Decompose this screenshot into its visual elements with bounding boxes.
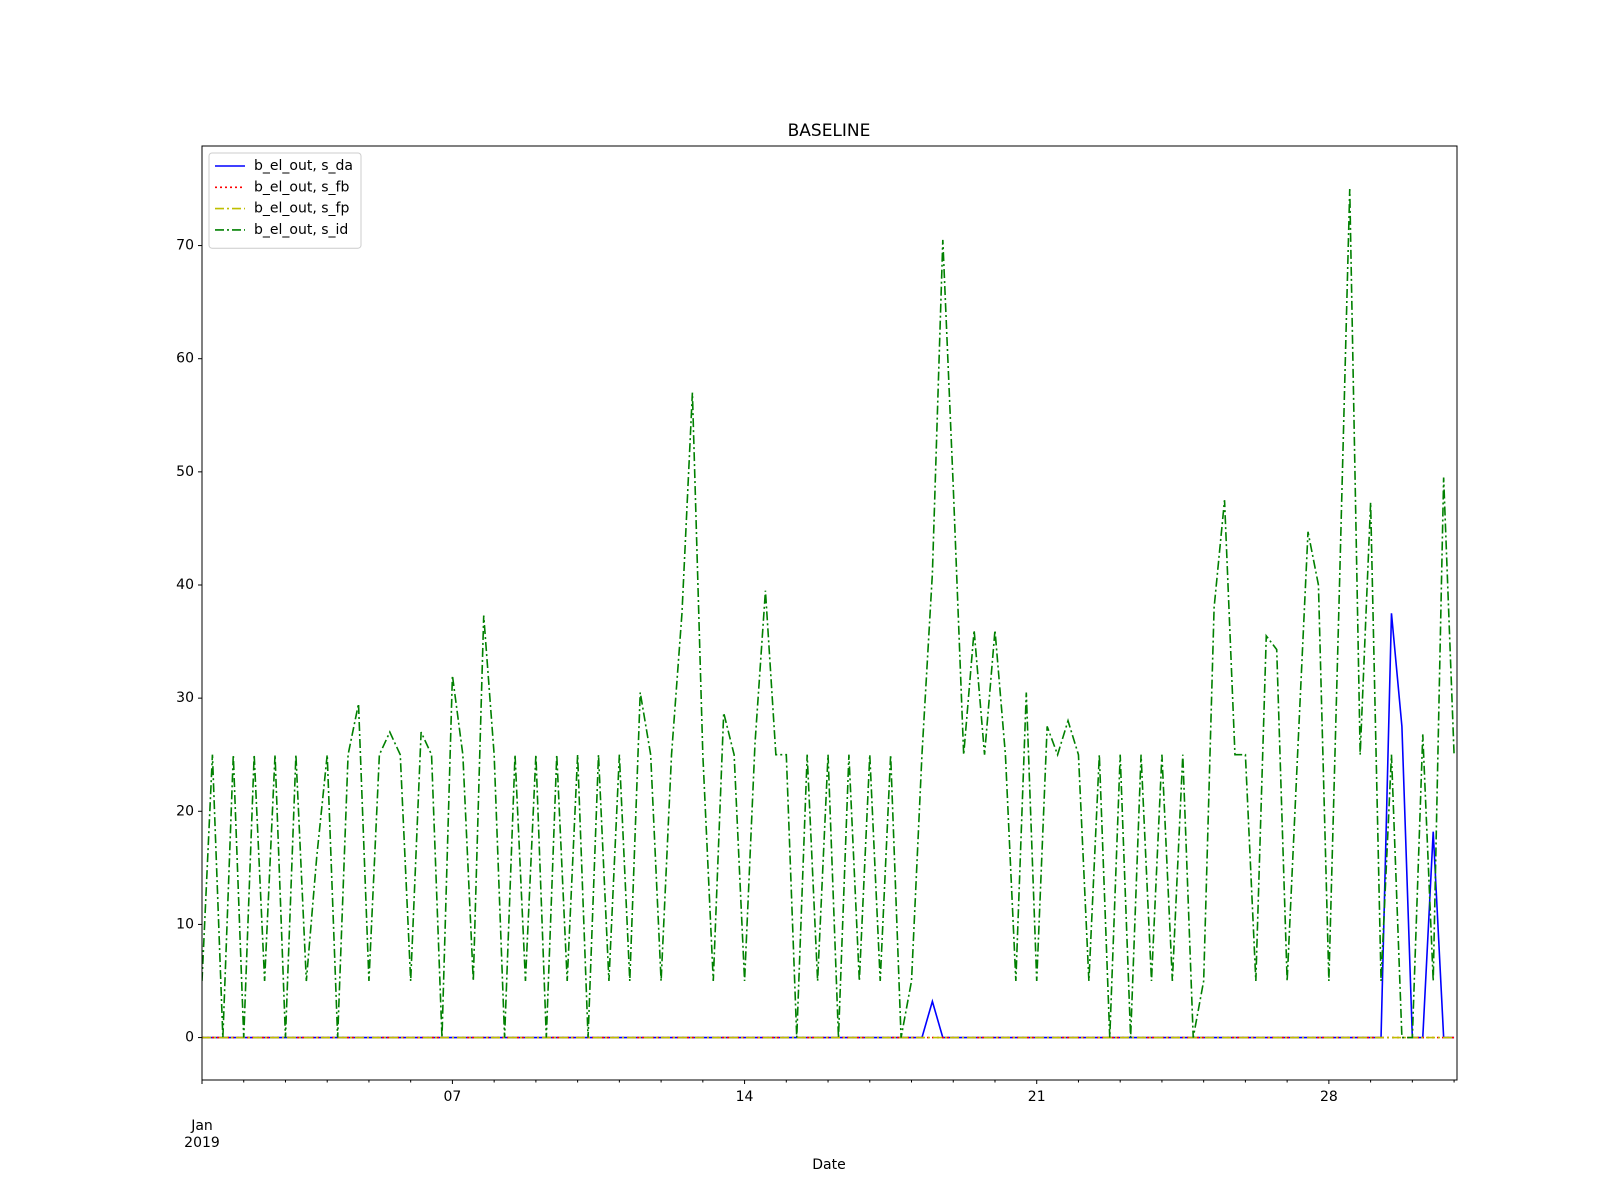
x-tick-label: 07: [444, 1089, 462, 1105]
y-tick-label: 50: [176, 464, 194, 480]
y-tick-label: 20: [176, 803, 194, 819]
y-tick-label: 0: [185, 1030, 194, 1046]
plot-frame: [201, 145, 1458, 1081]
series-line: [202, 188, 1455, 1039]
x-tick-label: 14: [736, 1089, 754, 1105]
y-tick-label: 40: [176, 577, 194, 593]
legend-label: b_el_out, s_fb: [254, 179, 349, 195]
legend-label: b_el_out, s_da: [254, 158, 353, 174]
x-tick-label: Jan 2019: [184, 1118, 220, 1151]
y-tick-label: 70: [176, 238, 194, 254]
x-tick-label-line: Jan: [190, 1118, 213, 1134]
y-tick-label: 60: [176, 351, 194, 367]
series-line: [202, 613, 1455, 1039]
x-axis-label: Date: [812, 1157, 845, 1173]
y-tick-label: 30: [176, 690, 194, 706]
legend-box: [208, 152, 362, 249]
x-tick-label: 21: [1028, 1089, 1046, 1105]
chart-title: BASELINE: [788, 121, 871, 141]
legend-label: b_el_out, s_id: [254, 222, 348, 238]
x-tick-label-line: 2019: [184, 1135, 220, 1151]
x-tick-label: 28: [1320, 1089, 1338, 1105]
legend-label: b_el_out, s_fp: [254, 201, 349, 217]
y-tick-label: 10: [176, 916, 194, 932]
